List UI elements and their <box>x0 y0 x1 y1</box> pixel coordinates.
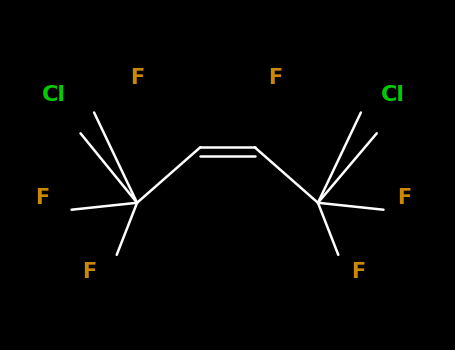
Text: Cl: Cl <box>380 85 404 105</box>
Text: F: F <box>268 68 282 88</box>
Text: F: F <box>397 188 411 208</box>
Text: F: F <box>35 188 49 208</box>
Text: F: F <box>130 68 144 88</box>
Text: F: F <box>352 262 366 282</box>
Text: Cl: Cl <box>41 85 66 105</box>
Text: F: F <box>82 262 97 282</box>
